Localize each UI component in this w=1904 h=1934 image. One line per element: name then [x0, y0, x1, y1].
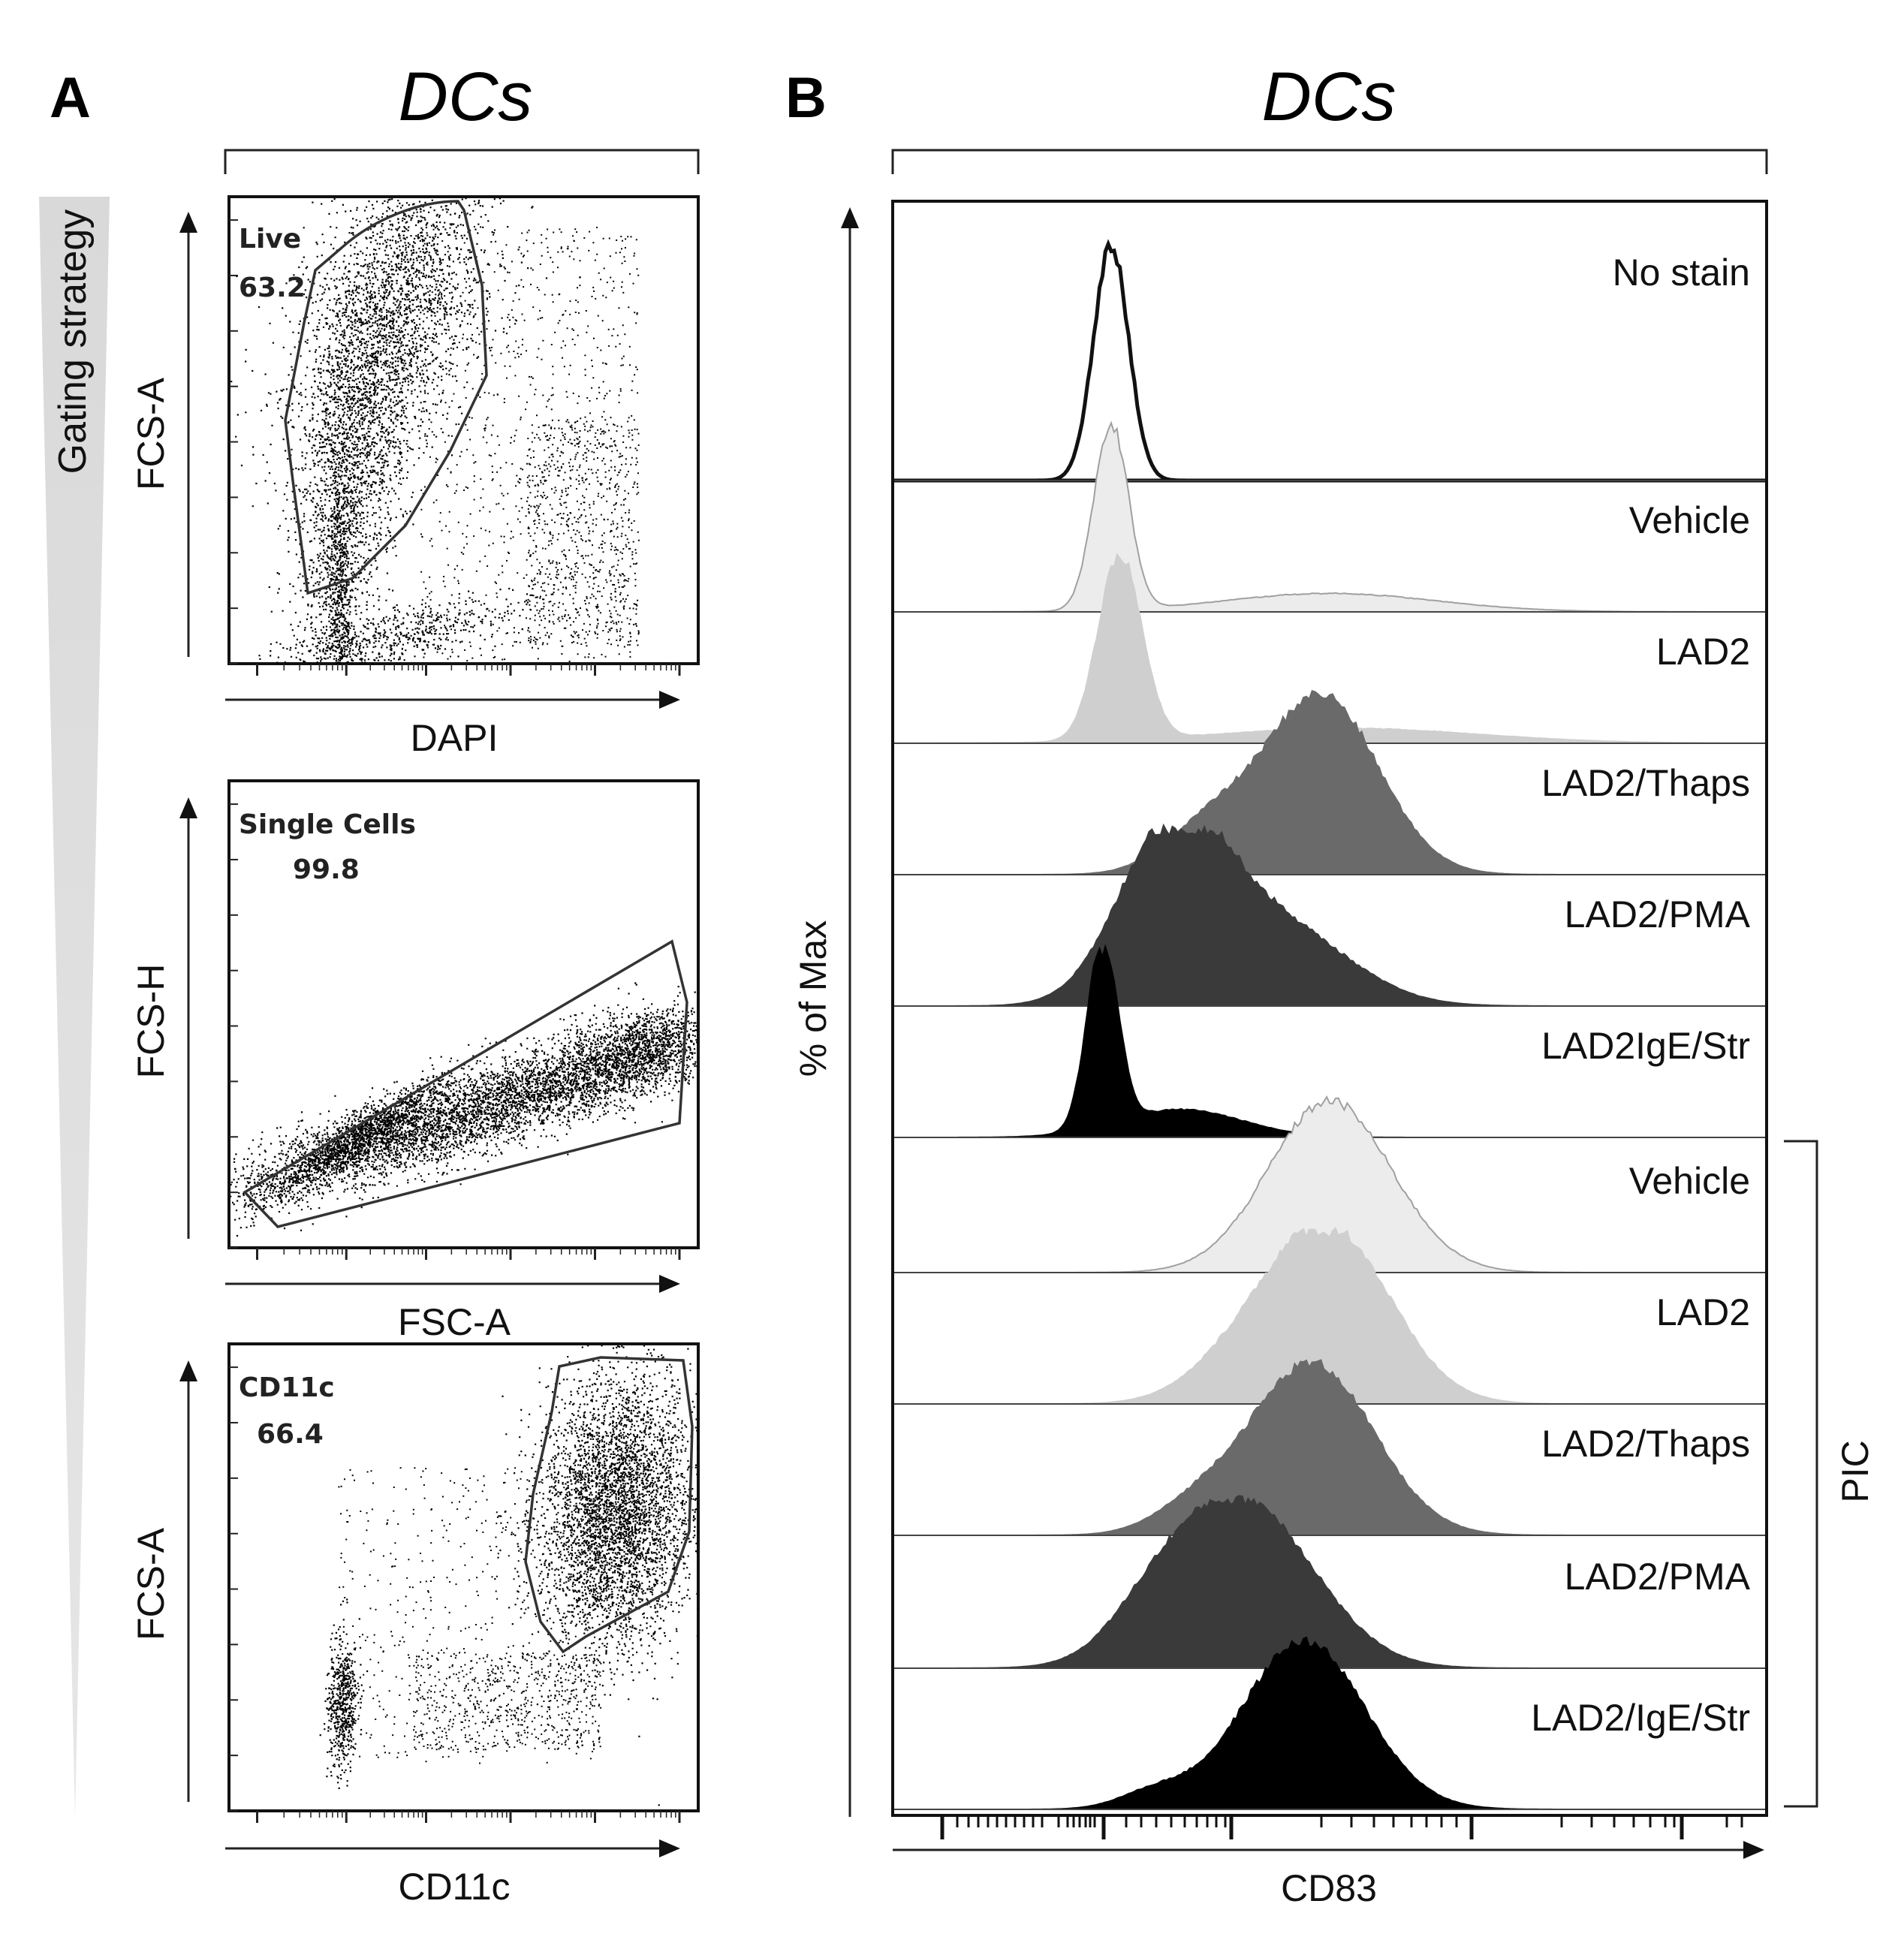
panel-a-letter: A	[50, 66, 91, 130]
dot-plot-live: FCS-A DAPI Live 63.2	[130, 195, 700, 759]
y-axis-title: FCS-H	[130, 964, 172, 1079]
event-cloud	[270, 198, 480, 664]
tick-marks	[229, 803, 681, 1260]
y-axis-title: % of Max	[792, 920, 834, 1077]
gate-live	[284, 200, 488, 595]
pic-label: PIC	[1834, 1440, 1876, 1502]
histogram-label: LAD2/PMA	[1565, 893, 1751, 935]
histogram-labels: No stain Vehicle LAD2 LAD2/Thaps LAD2/PMA LAD…	[1531, 252, 1750, 1739]
panel-a: A DCs Gating strategy FCS-A DAPI Live 63…	[39, 59, 700, 1908]
panel-b: B DCs % of Max CD83 No stain Vehicle LAD2 L…	[785, 59, 1876, 1909]
event-cloud	[319, 1598, 369, 1789]
y-axis-arrow	[179, 212, 197, 233]
tick-marks	[940, 1815, 1743, 1839]
x-axis-arrow	[659, 691, 680, 709]
y-axis-arrow	[179, 1360, 197, 1381]
histogram-label: LAD2	[1656, 1291, 1750, 1333]
gate-percent: 66.4	[257, 1419, 324, 1450]
event-cloud	[230, 986, 700, 1237]
plot-frame	[227, 779, 700, 1249]
x-axis-arrow	[659, 1275, 680, 1293]
plot-frame	[227, 1342, 700, 1812]
gate-name: Single Cells	[239, 809, 416, 840]
panel-a-title: DCs	[399, 59, 533, 135]
event-cloud	[238, 1041, 497, 1230]
tick-marks	[229, 219, 681, 676]
histogram-label: LAD2/Thaps	[1541, 1423, 1750, 1465]
dot-plot-cd11c: FCS-A CD11c CD11c 66.4	[130, 1342, 700, 1908]
y-axis-title: FCS-A	[130, 1527, 172, 1640]
event-cloud-sparse	[413, 1652, 602, 1751]
event-cloud	[316, 357, 368, 664]
gating-strategy-label: Gating strategy	[51, 209, 95, 474]
panel-b-title: DCs	[1262, 59, 1396, 135]
y-axis-arrow	[179, 797, 197, 818]
event-cloud	[230, 197, 548, 625]
histogram-frame	[891, 200, 1768, 1817]
histogram-label: LAD2/IgE/Str	[1531, 1697, 1750, 1739]
gate-name: Live	[239, 224, 301, 255]
histogram-label: Vehicle	[1629, 499, 1750, 541]
panel-a-bracket	[224, 149, 700, 174]
histogram-label: LAD2/Thaps	[1541, 762, 1750, 804]
gate-single-cells	[243, 939, 688, 1228]
events	[230, 197, 640, 665]
gate-percent: 63.2	[239, 273, 306, 303]
events	[319, 1345, 699, 1806]
panel-b-letter: B	[785, 66, 827, 130]
event-cloud	[474, 1345, 699, 1806]
x-axis-title: CD83	[1281, 1867, 1377, 1909]
dot-plot-singlets: FCS-H FSC-A Single Cells 99.8	[130, 779, 700, 1343]
tick-marks	[229, 1366, 681, 1823]
histograms	[892, 239, 1767, 1810]
x-axis-arrow	[1743, 1841, 1764, 1859]
histogram-label: LAD2/PMA	[1565, 1556, 1751, 1598]
gate-percent: 99.8	[293, 854, 360, 885]
events	[230, 982, 700, 1237]
x-axis-title: FSC-A	[398, 1301, 511, 1343]
gate-cd11c	[524, 1356, 694, 1654]
event-cloud-sparse	[338, 1465, 601, 1764]
event-cloud-sparse	[526, 420, 640, 647]
event-cloud	[532, 982, 697, 1124]
x-axis-title: CD11c	[398, 1866, 510, 1908]
pic-bracket	[1784, 1140, 1818, 1808]
gating-wedge	[39, 197, 110, 1817]
x-axis-title: DAPI	[411, 717, 499, 759]
y-axis-title: FCS-A	[130, 377, 172, 490]
plot-frame	[227, 195, 700, 665]
x-axis-arrow	[659, 1839, 680, 1857]
panel-b-bracket	[891, 149, 1768, 174]
histogram-label: LAD2IgE/Str	[1541, 1025, 1750, 1067]
y-axis-arrow	[841, 207, 859, 228]
histogram-label: LAD2	[1656, 631, 1750, 673]
histogram-label: Vehicle	[1629, 1160, 1750, 1202]
histogram-label: No stain	[1613, 252, 1750, 294]
gate-name: CD11c	[239, 1372, 335, 1403]
